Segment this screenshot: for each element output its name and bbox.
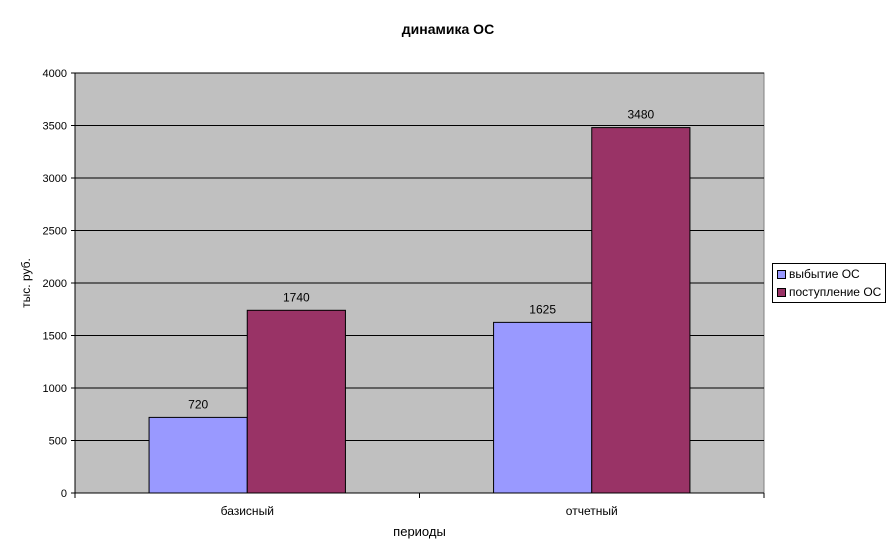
bar (493, 321, 593, 494)
y-tick-label: 1500 (43, 331, 67, 343)
y-axis-label: тыс. руб. (19, 258, 33, 308)
legend: выбытие ОС поступление ОС (772, 263, 886, 303)
y-tick-label: 1000 (43, 383, 67, 395)
legend-swatch (777, 287, 786, 297)
y-tick-label: 500 (49, 436, 67, 448)
legend-item-vybytie: выбытие ОС (777, 267, 860, 281)
data-label: 1740 (283, 290, 310, 304)
data-label: 1625 (529, 302, 556, 316)
x-tick-label: базисный (221, 504, 274, 518)
bar (148, 416, 248, 494)
data-label: 3480 (627, 108, 654, 122)
data-label: 720 (188, 397, 208, 411)
y-tick-label: 2500 (43, 226, 67, 238)
y-tick-label: 2000 (43, 278, 67, 290)
y-tick-label: 3000 (43, 173, 67, 185)
x-tick-label: отчетный (566, 504, 618, 518)
legend-item-postuplenie: поступление ОС (777, 285, 881, 299)
x-axis-label: периоды (393, 524, 446, 539)
bar (591, 127, 691, 494)
y-tick-label: 4000 (43, 68, 67, 80)
legend-label: поступление ОС (789, 285, 882, 299)
y-tick-label: 0 (61, 488, 67, 500)
bar (246, 309, 346, 494)
legend-swatch (777, 269, 786, 279)
y-tick-label: 3500 (43, 121, 67, 133)
legend-label: выбытие ОС (789, 267, 860, 281)
chart-title: динамика ОС (401, 21, 495, 37)
